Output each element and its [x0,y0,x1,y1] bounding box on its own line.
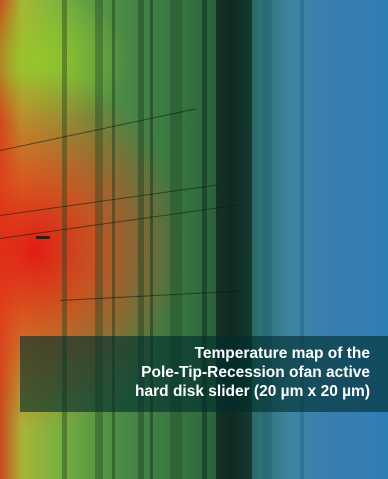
slider-stripe [262,0,272,479]
slider-stripe [150,0,153,479]
slider-stripe [300,0,304,479]
slider-stripe [95,0,103,479]
caption-line-3: hard disk slider (20 µm x 20 µm) [135,383,370,400]
caption-line-1: Temperature map of the [194,345,370,362]
caption-line-2: Pole-Tip-Recession ofan active [141,364,370,381]
slider-stripe [112,0,115,479]
image-caption: Temperature map of the Pole-Tip-Recessio… [40,344,370,401]
caption-overlay: Temperature map of the Pole-Tip-Recessio… [20,336,388,412]
slider-stripe [138,0,144,479]
slider-stripe [62,0,67,479]
surface-defect [36,236,50,239]
slider-stripe [202,0,207,479]
